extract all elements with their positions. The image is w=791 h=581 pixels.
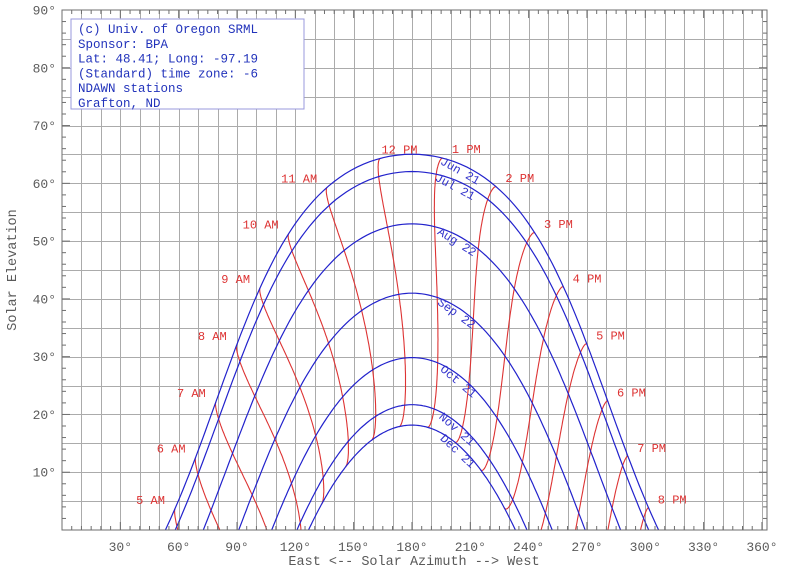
date-label-oct21: Oct 21 xyxy=(437,363,479,402)
date-curve-dec21 xyxy=(308,424,516,530)
y-tick-label: 50° xyxy=(33,235,56,250)
x-tick-label: 270° xyxy=(571,540,602,555)
hour-line-6pm xyxy=(575,400,609,530)
x-axis-title: East <-- Solar Azimuth --> West xyxy=(288,555,539,570)
x-tick-label: 360° xyxy=(746,540,777,555)
hour-line-7pm xyxy=(607,455,629,530)
legend-line-station: Grafton, ND xyxy=(78,97,161,111)
x-tick-label: 210° xyxy=(455,540,486,555)
hour-label-11am: 11 AM xyxy=(281,172,317,186)
legend-line-network: NDAWN stations xyxy=(78,82,183,96)
legend-line-copyright: (c) Univ. of Oregon SRML xyxy=(78,23,258,37)
hour-line-5pm xyxy=(540,343,588,530)
legend-line-latlong: Lat: 48.41; Long: -97.19 xyxy=(78,53,258,67)
x-tick-label: 180° xyxy=(396,540,427,555)
axis-ticks xyxy=(62,10,767,530)
legend-border xyxy=(70,18,305,110)
plot-frame xyxy=(61,9,768,531)
hour-label-7am: 7 AM xyxy=(177,387,206,401)
y-tick-label: 30° xyxy=(33,350,56,365)
x-tick-label: 30° xyxy=(109,540,132,555)
y-tick-label: 80° xyxy=(33,61,56,76)
hour-label-8am: 8 AM xyxy=(198,330,227,344)
date-curve-sep22 xyxy=(238,292,586,530)
x-tick-label: 240° xyxy=(513,540,544,555)
date-curve-oct21 xyxy=(271,357,553,530)
hour-label-1pm: 1 PM xyxy=(452,143,481,157)
date-curve-nov21 xyxy=(296,404,528,530)
hour-label-10am: 10 AM xyxy=(243,219,279,233)
x-tick-label: 120° xyxy=(280,540,311,555)
hour-label-9am: 9 AM xyxy=(221,273,250,287)
axis-tick-labels: 30° 60° 90° 120° 150° 180° 210° 240° 270° 300° 330… xyxy=(33,4,778,556)
date-curve-aug22 xyxy=(202,223,622,530)
date-curve-jul21 xyxy=(174,170,650,530)
hour-label-8pm: 8 PM xyxy=(658,493,687,507)
hour-label-5pm: 5 PM xyxy=(596,330,625,344)
y-tick-label: 40° xyxy=(33,292,56,307)
y-tick-label: 90° xyxy=(33,4,56,19)
hour-label-12pm: 12 PM xyxy=(381,143,417,157)
x-tick-label: 300° xyxy=(630,540,661,555)
curve-layer xyxy=(164,153,660,530)
hour-label-6pm: 6 PM xyxy=(617,387,646,401)
y-tick-label: 10° xyxy=(33,466,56,481)
hour-label-5am: 5 AM xyxy=(136,494,165,508)
legend-box: (c) Univ. of Oregon SRML Sponsor: BPA La… xyxy=(70,18,305,111)
hour-label-3pm: 3 PM xyxy=(544,218,573,232)
hour-line-11am xyxy=(325,186,377,441)
hour-line-8pm xyxy=(640,507,650,530)
date-label-sep22: Sep 22 xyxy=(434,296,477,333)
x-tick-label: 90° xyxy=(225,540,248,555)
date-curve-jun21 xyxy=(164,153,660,530)
hour-label-6am: 6 AM xyxy=(157,442,186,456)
hour-line-8am xyxy=(235,344,302,530)
hour-label-2pm: 2 PM xyxy=(505,172,534,186)
x-tick-label: 330° xyxy=(688,540,719,555)
y-tick-label: 60° xyxy=(33,177,56,192)
y-tick-label: 20° xyxy=(33,408,56,423)
hour-label-4pm: 4 PM xyxy=(573,272,602,286)
x-tick-label: 150° xyxy=(338,540,369,555)
hour-line-9am xyxy=(259,287,325,505)
date-label-aug22: Aug 22 xyxy=(435,225,479,260)
hour-label-7pm: 7 PM xyxy=(637,442,666,456)
y-tick-label: 70° xyxy=(33,119,56,134)
legend-line-timezone: (Standard) time zone: -6 xyxy=(78,67,258,81)
x-tick-label: 60° xyxy=(167,540,190,555)
hour-line-6am xyxy=(194,457,221,530)
legend-line-sponsor: Sponsor: BPA xyxy=(78,38,169,52)
y-axis-title: Solar Elevation xyxy=(6,209,21,331)
